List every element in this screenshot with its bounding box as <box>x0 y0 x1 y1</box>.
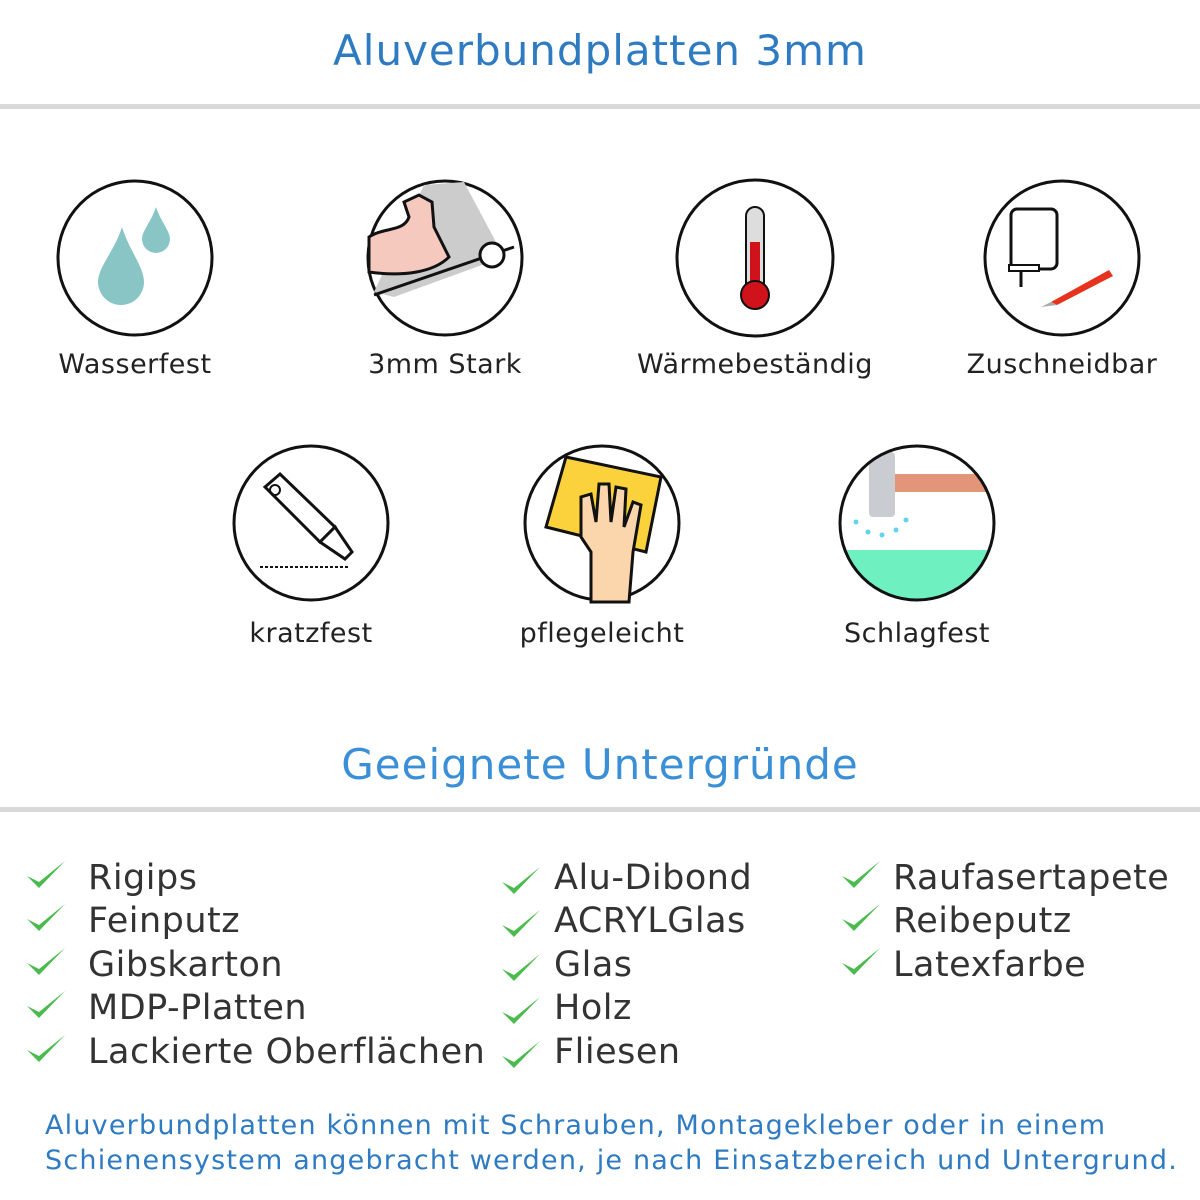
surface-item: Alu-Dibond <box>554 858 753 898</box>
jigsaw-knife-icon <box>983 179 1141 337</box>
check-icon <box>502 954 540 981</box>
surface-item: Latexfarbe <box>893 945 1087 985</box>
feature-label: Wärmebeständig <box>637 349 873 380</box>
section-title: Geeignete Untergründe <box>341 740 859 789</box>
surface-item: Lackierte Oberflächen <box>88 1032 486 1072</box>
check-icon <box>502 910 540 937</box>
check-icon <box>27 1035 65 1062</box>
feature-pflegeleicht: pflegeleicht <box>452 442 752 649</box>
section-divider <box>0 807 1200 812</box>
surface-item: Gibskarton <box>88 945 284 985</box>
feature-label: 3mm Stark <box>368 349 522 380</box>
feature-schlagfest: Schlagfest <box>767 442 1067 649</box>
feature-3mm-stark: 3mm Stark <box>295 177 595 380</box>
surface-item: Holz <box>554 988 632 1028</box>
feature-kratzfest: kratzfest <box>161 442 461 649</box>
water-drops-icon <box>56 179 214 337</box>
strong-arm-icon <box>366 179 524 337</box>
surface-item: Rigips <box>88 858 198 898</box>
cutter-knife-icon <box>232 444 390 602</box>
check-icon <box>502 997 540 1024</box>
check-icon <box>27 948 65 975</box>
check-icon <box>842 948 880 975</box>
footer-line-1: Aluverbundplatten können mit Schrauben, … <box>45 1110 1107 1141</box>
surface-item: Fliesen <box>554 1032 681 1072</box>
feature-label: Zuschneidbar <box>966 349 1158 380</box>
title-divider <box>0 104 1200 109</box>
thermometer-icon <box>675 178 835 338</box>
feature-waermebestaendig: Wärmebeständig <box>605 177 905 380</box>
page-title: Aluverbundplatten 3mm <box>333 26 867 75</box>
surface-item: MDP-Platten <box>88 988 308 1028</box>
feature-wasserfest: Wasserfest <box>0 177 285 380</box>
check-icon <box>842 904 880 931</box>
check-icon <box>502 867 540 894</box>
feature-label: Wasserfest <box>58 349 212 380</box>
footer-line-2: Schienensystem angebracht werden, je nac… <box>45 1145 1178 1176</box>
surface-item: ACRYLGlas <box>554 901 746 941</box>
surface-item: Glas <box>554 945 633 985</box>
feature-label: pflegeleicht <box>519 618 685 649</box>
check-icon <box>27 991 65 1018</box>
check-icon <box>842 861 880 888</box>
surface-item: Feinputz <box>88 901 241 941</box>
hand-sponge-icon <box>523 444 681 604</box>
feature-label: kratzfest <box>249 618 373 649</box>
feature-zuschneidbar: Zuschneidbar <box>912 177 1200 380</box>
feature-label: Schlagfest <box>843 618 991 649</box>
check-icon <box>27 861 65 888</box>
check-icon <box>27 904 65 931</box>
check-icon <box>502 1041 540 1068</box>
surface-item: Raufasertapete <box>893 858 1170 898</box>
hammer-impact-icon <box>838 444 996 602</box>
surface-item: Reibeputz <box>893 901 1072 941</box>
